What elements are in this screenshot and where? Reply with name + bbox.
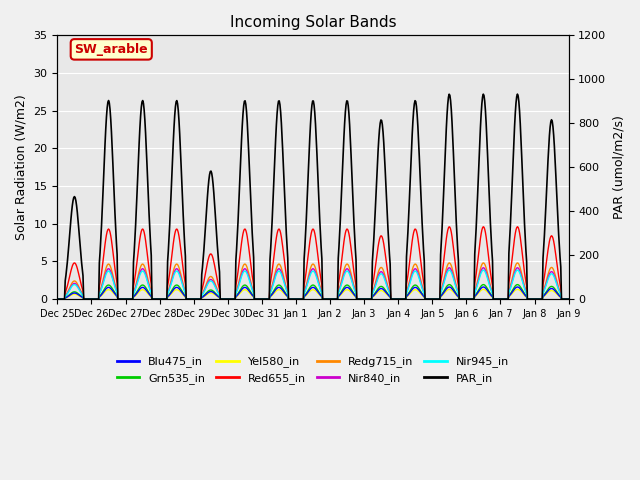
Legend: Blu475_in, Grn535_in, Yel580_in, Red655_in, Redg715_in, Nir840_in, Nir945_in, PA: Blu475_in, Grn535_in, Yel580_in, Red655_…: [113, 352, 513, 388]
Y-axis label: Solar Radiation (W/m2): Solar Radiation (W/m2): [15, 95, 28, 240]
Title: Incoming Solar Bands: Incoming Solar Bands: [230, 15, 396, 30]
Y-axis label: PAR (umol/m2/s): PAR (umol/m2/s): [612, 115, 625, 219]
Text: SW_arable: SW_arable: [74, 43, 148, 56]
